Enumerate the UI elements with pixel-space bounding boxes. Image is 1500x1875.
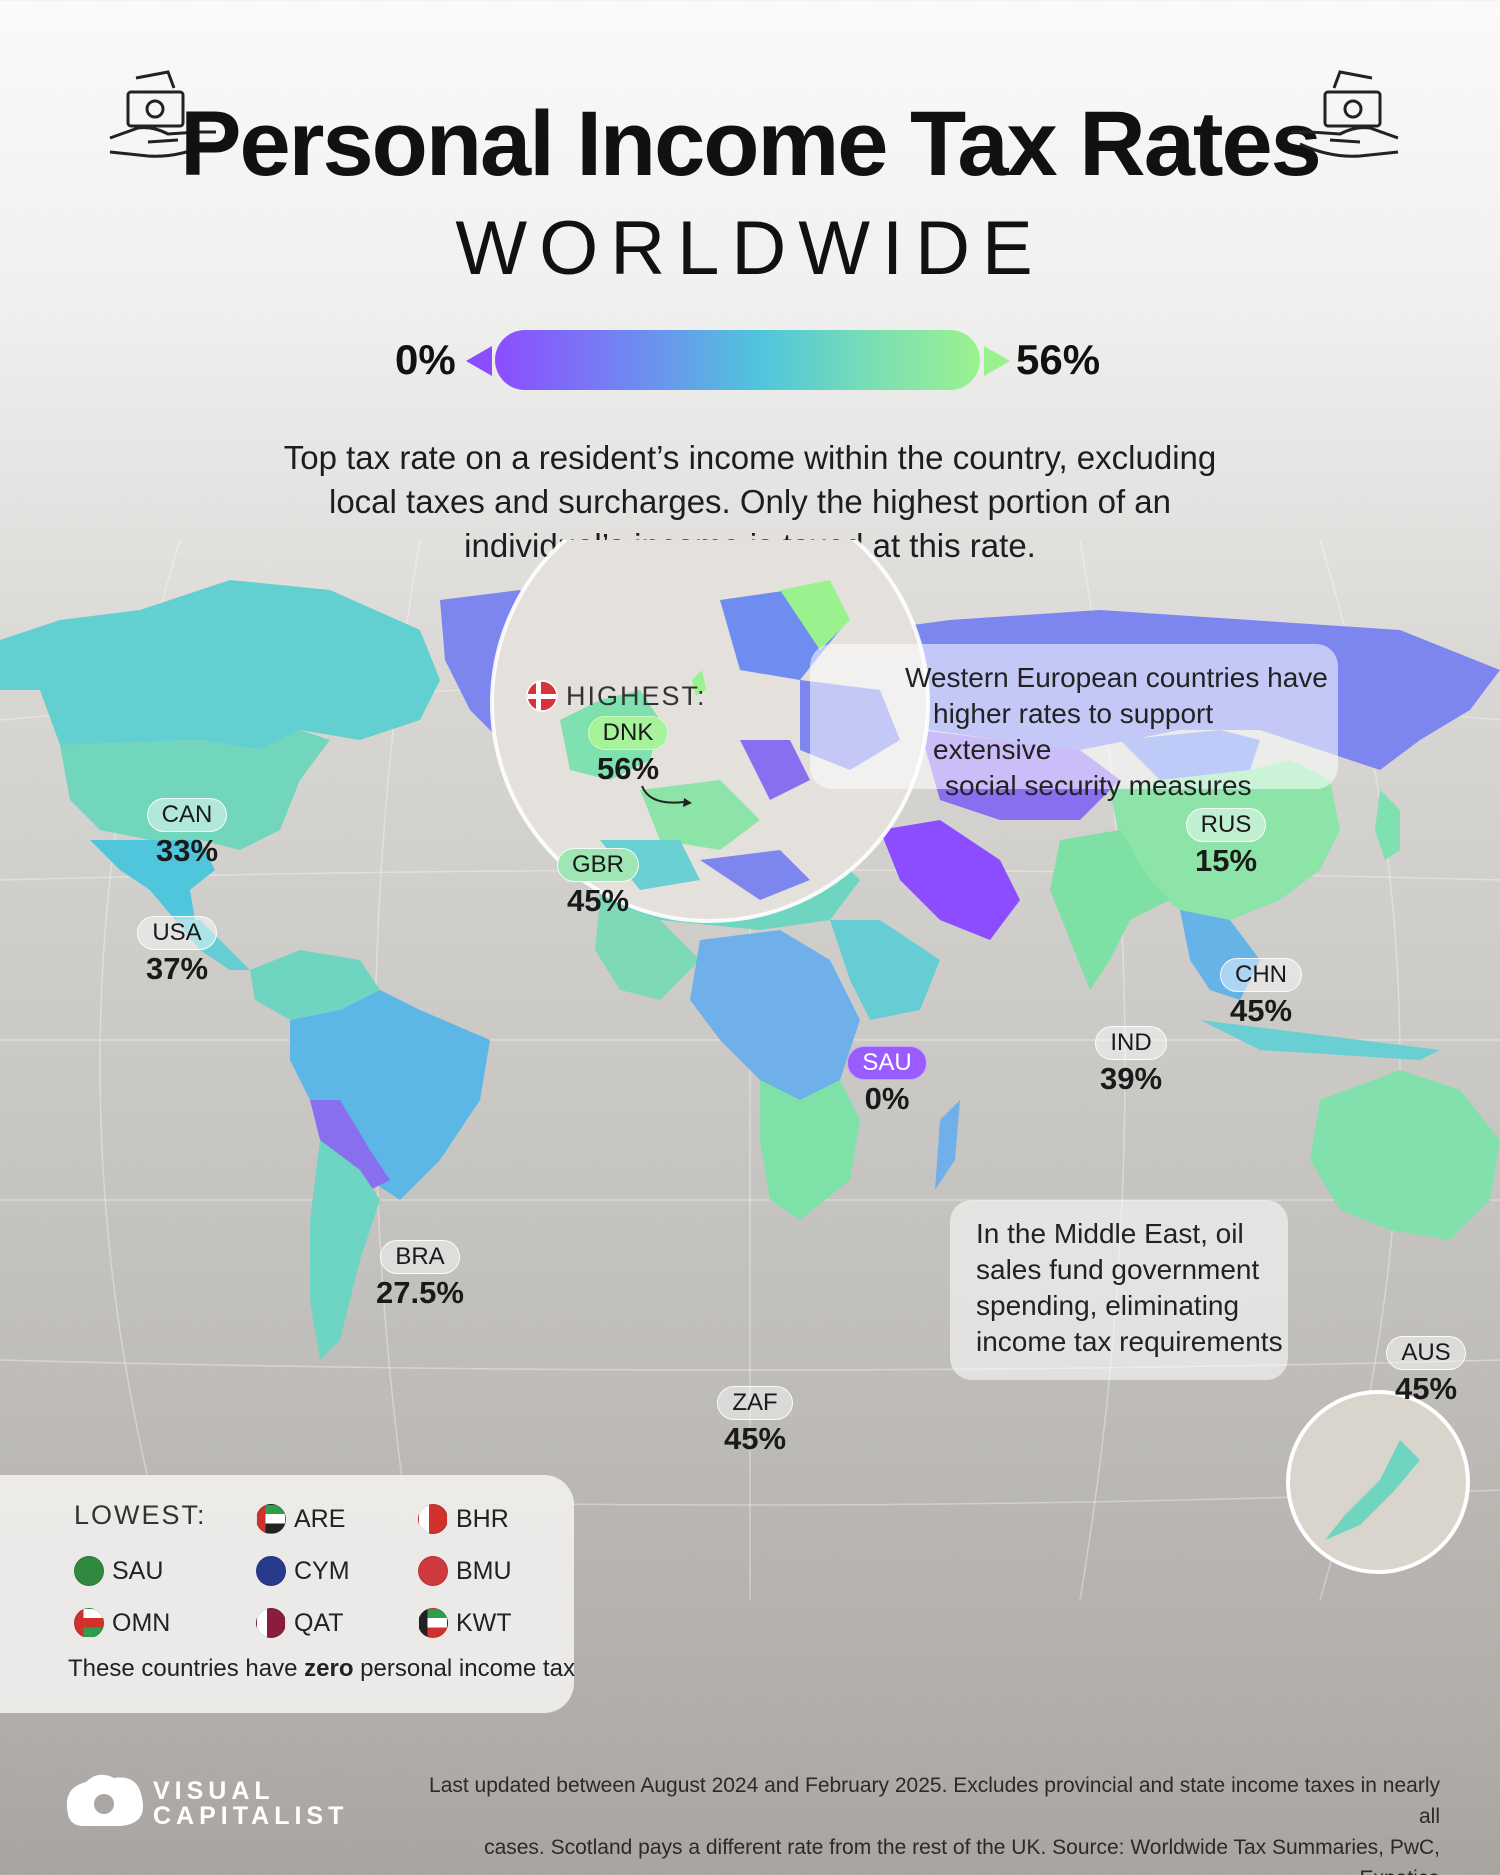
label-zaf: ZAF 45% <box>710 1386 800 1457</box>
saudi-flag-icon <box>74 1556 104 1586</box>
country-bra <box>290 990 490 1200</box>
country-aus <box>1310 1070 1500 1240</box>
country-nzl <box>1325 1440 1420 1540</box>
visual-capitalist-logo-icon <box>66 1774 144 1826</box>
country-can <box>0 580 440 750</box>
southeast-asia <box>1180 910 1260 1000</box>
east-africa <box>830 920 940 1020</box>
label-can: CAN 33% <box>142 798 232 869</box>
label-gbr: GBR 45% <box>553 848 643 919</box>
cayman-flag-icon <box>256 1556 286 1586</box>
country-col-ven <box>250 950 380 1020</box>
lowest-item-are: ARE <box>256 1504 345 1534</box>
visual-capitalist-logo-text: VISUAL CAPITALIST <box>153 1777 349 1830</box>
money-hand-icon <box>1290 70 1400 170</box>
country-chn <box>1110 760 1340 920</box>
money-hand-icon <box>108 70 218 170</box>
legend-min-label: 0% <box>395 336 456 383</box>
lowest-panel <box>0 1475 574 1713</box>
page-title: Personal Income Tax Rates <box>180 93 1322 195</box>
indonesia <box>1200 1020 1440 1060</box>
country-mdg <box>935 1100 960 1190</box>
bermuda-flag-icon <box>418 1556 448 1586</box>
denmark-flag-icon <box>526 680 558 712</box>
lowest-item-omn: OMN <box>74 1608 170 1638</box>
west-africa <box>595 900 700 1000</box>
lowest-item-cym: CYM <box>256 1556 350 1586</box>
footer-note: Last updated between August 2024 and Feb… <box>429 1774 1440 1875</box>
uae-flag-icon <box>256 1504 286 1534</box>
country-mex <box>90 840 215 920</box>
central-africa <box>690 930 860 1100</box>
bahrain-flag-icon <box>418 1504 448 1534</box>
europe-callout: Western European countries have higher r… <box>810 644 1338 801</box>
middle-east-callout: In the Middle East, oil sales fund gover… <box>950 1200 1288 1380</box>
legend-right-arrow-icon <box>984 346 1010 376</box>
label-bra: BRA 27.5% <box>370 1240 470 1311</box>
oman-flag-icon <box>74 1608 104 1638</box>
country-bol <box>310 1100 390 1190</box>
central-america <box>175 920 250 970</box>
lowest-note: These countries have zero personal incom… <box>68 1655 575 1682</box>
legend-gradient-bar <box>495 330 980 390</box>
label-dnk: DNK 56% <box>583 716 673 787</box>
country-sau <box>880 820 1020 940</box>
highest-label: HIGHEST: <box>566 680 707 711</box>
page-subtitle: WORLDWIDE <box>455 206 1045 291</box>
kuwait-flag-icon <box>418 1608 448 1638</box>
lowest-item-kwt: KWT <box>418 1608 512 1638</box>
country-jpn <box>1375 790 1400 860</box>
label-aus: AUS 45% <box>1381 1336 1471 1407</box>
highest-label-group: HIGHEST: <box>526 680 707 712</box>
lowest-item-bmu: BMU <box>418 1556 512 1586</box>
lowest-item-bhr: BHR <box>418 1504 509 1534</box>
label-ind: IND 39% <box>1086 1026 1176 1097</box>
country-ind <box>1050 830 1170 990</box>
lowest-item-sau: SAU <box>74 1556 163 1586</box>
label-usa: USA 37% <box>132 916 222 987</box>
label-rus: RUS 15% <box>1181 808 1271 879</box>
label-chn: CHN 45% <box>1216 958 1306 1029</box>
lowest-label: LOWEST: <box>74 1500 207 1530</box>
qatar-flag-icon <box>256 1608 286 1638</box>
southern-africa <box>760 1080 860 1220</box>
country-arg-chl <box>310 1140 380 1360</box>
label-sau: SAU 0% <box>842 1046 932 1117</box>
legend-left-arrow-icon <box>466 346 492 376</box>
lowest-item-qat: QAT <box>256 1608 344 1638</box>
country-usa <box>60 730 330 850</box>
legend-max-label: 56% <box>1016 336 1101 383</box>
dnk-pointer-arrow <box>641 785 692 807</box>
